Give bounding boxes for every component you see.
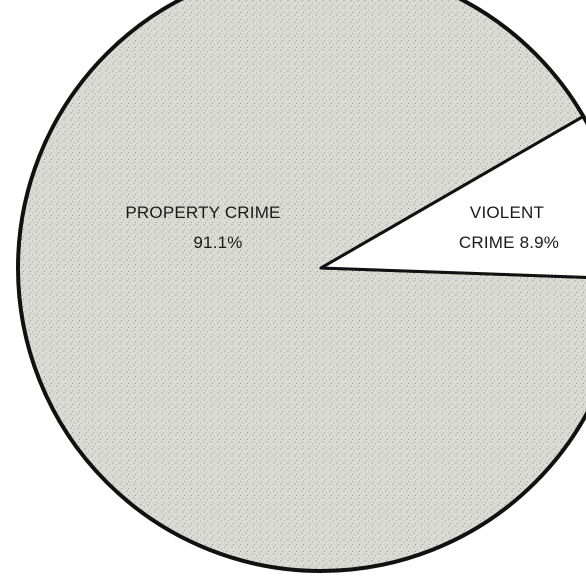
- slice-label-property-line2: 91.1%: [193, 233, 242, 252]
- pie-slice-violent-crime: [319, 114, 586, 279]
- slice-label-violent-line2: CRIME 8.9%: [459, 233, 559, 252]
- slice-label-violent-line1: VIOLENT: [470, 203, 544, 222]
- pie-slice-property-crime: [16, 0, 586, 573]
- slice-label-property-line1: PROPERTY CRIME: [125, 203, 280, 222]
- pie-slices: [16, 0, 586, 573]
- pie-outline: [16, 0, 586, 573]
